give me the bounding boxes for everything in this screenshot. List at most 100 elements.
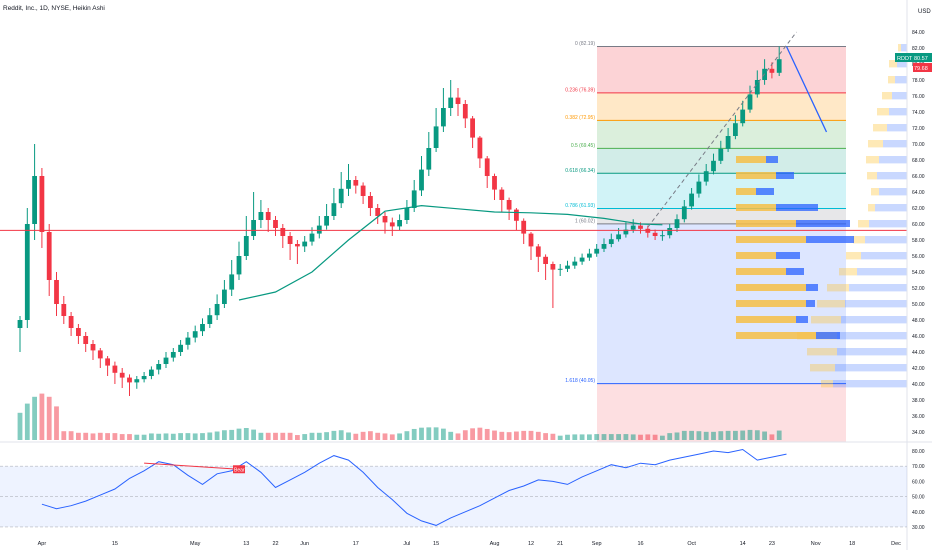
time-tick-label: 15: [433, 541, 439, 547]
volume-bar: [32, 396, 37, 440]
candle-body: [733, 123, 738, 136]
volume-bar: [754, 430, 760, 440]
volume-profile-bar: [853, 236, 865, 244]
volume-bar: [39, 393, 45, 440]
rsi-axis[interactable]: 80.00 70.00 60.00 50.00 40.00 30.00: [912, 449, 925, 531]
volume-bar: [462, 430, 468, 440]
volume-bar: [696, 431, 702, 440]
candle-body: [32, 176, 37, 224]
volume-bar: [587, 434, 592, 440]
volume-profile-bar: [849, 284, 907, 292]
price-tick-label: 66.00: [912, 174, 925, 180]
candle-body: [484, 158, 490, 176]
volume-bar: [550, 433, 556, 440]
candle-body: [382, 216, 388, 223]
candle-body: [61, 304, 67, 316]
volume-profile-bar: [736, 316, 796, 323]
time-tick-label: May: [190, 541, 201, 547]
volume-profile-bar: [868, 140, 883, 148]
volume-bar: [433, 427, 439, 440]
time-tick-label: 14: [740, 541, 746, 547]
candle-body: [667, 228, 673, 236]
candle-body: [426, 148, 432, 170]
candle-body: [112, 365, 118, 373]
candle-body: [141, 376, 147, 380]
candle-body: [514, 209, 519, 221]
time-tick-label: Jun: [300, 541, 309, 547]
fib-level-label: 0.5 (69.45): [571, 143, 596, 149]
volume-bar: [265, 432, 271, 440]
volume-bar: [229, 429, 235, 440]
prev-price-badge: 79.68: [913, 63, 932, 72]
volume-bar: [119, 434, 125, 440]
overlay-layer: [0, 31, 907, 301]
volume-bar: [389, 434, 395, 440]
candle-body: [674, 219, 680, 228]
price-tick-label: 84.00: [912, 30, 925, 36]
volume-bar: [24, 403, 30, 440]
candle-body: [243, 236, 249, 256]
time-tick-label: Aug: [490, 541, 500, 547]
candle-body: [149, 369, 154, 376]
volume-profile-bar: [867, 172, 877, 180]
volume-bar: [623, 434, 629, 440]
time-tick-label: 12: [528, 541, 534, 547]
candle-body: [557, 268, 563, 270]
candle-body: [528, 233, 534, 247]
volume-profile-bar: [889, 60, 897, 68]
candle-body: [681, 206, 687, 220]
volume-bar: [258, 432, 264, 440]
candle-body: [601, 244, 607, 249]
time-axis[interactable]: Apr 15 May 13 22 Jun 17 Jul 15 Aug 12 21 Sep 16 Oct 14 2…: [38, 541, 902, 547]
candle-body: [54, 280, 59, 304]
fib-zone-layer: 0 (82.19) 0.236 (76.39) 0.382 (72.95) 0.5 (…: [565, 41, 846, 442]
volume-profile-bar: [833, 380, 907, 388]
volume-profile-bar: [889, 108, 907, 116]
rsi-tick-label: 50.00: [912, 495, 925, 501]
volume-bar: [747, 429, 753, 440]
volume-bar: [346, 432, 351, 440]
volume-bar: [54, 406, 59, 440]
candle-body: [725, 136, 731, 149]
volume-profile-bar: [776, 252, 800, 259]
volume-bar: [514, 431, 519, 440]
candle-body: [652, 232, 658, 236]
candle-body: [214, 304, 220, 316]
volume-bar: [382, 433, 388, 440]
volume-bar: [492, 430, 497, 440]
volume-bar: [83, 432, 89, 440]
volume-bar: [601, 434, 607, 440]
candle-body: [127, 377, 132, 383]
volume-profile-bar: [877, 108, 889, 116]
fib-zone: [597, 46, 846, 93]
volume-bar: [295, 435, 300, 440]
volume-profile-bar: [898, 44, 901, 52]
candle-body: [419, 169, 424, 191]
volume-bar: [652, 434, 658, 440]
volume-profile-bar: [736, 156, 766, 163]
candle-body: [630, 225, 636, 230]
candle-body: [156, 364, 162, 370]
volume-bar: [243, 428, 249, 440]
time-tick-label: 16: [637, 541, 643, 547]
rsi-pane: Bear: [0, 448, 907, 528]
volume-bar: [353, 433, 359, 440]
volume-profile-bar: [796, 316, 808, 323]
volume-bar: [426, 427, 432, 440]
time-tick-label: Apr: [38, 541, 47, 547]
volume-bar: [762, 431, 767, 440]
volume-profile-bar: [736, 204, 776, 211]
price-axis[interactable]: 84.0082.0080.0078.0076.0074.0072.0070.00…: [912, 30, 925, 436]
volume-profile-bar: [879, 188, 907, 196]
volume-profile-bar: [786, 268, 804, 275]
candle-body: [368, 196, 373, 208]
candle-body: [616, 234, 621, 240]
volume-bar: [681, 430, 687, 440]
candle-body: [236, 256, 242, 275]
volume-bar: [76, 432, 81, 440]
last-price-badge: 80.57: [913, 53, 932, 62]
candle-body: [222, 289, 227, 304]
price-tick-label: 74.00: [912, 110, 925, 116]
candle-body: [68, 316, 74, 328]
